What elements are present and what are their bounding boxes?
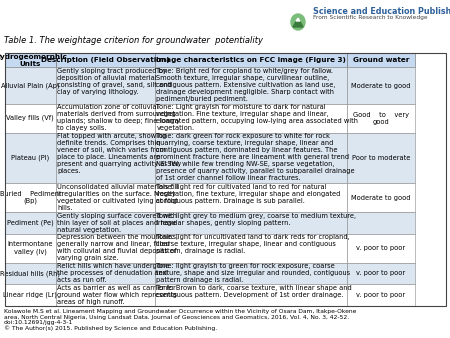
Text: Tone: Light grayish for moisture to dark for natural
vegetation. Fine texture, i: Tone: Light grayish for moisture to dark…: [157, 104, 359, 131]
Text: Depression between the mountains,
generally narrow and linear, filled
with collu: Depression between the mountains, genera…: [57, 235, 178, 262]
Text: area, North Central Nigeria, Using Landsat Data. Journal of Geosciences and Geom: area, North Central Nigeria, Using Lands…: [4, 314, 349, 319]
Text: Tone: light for uncultivated land to dark reds for cropland,
coarse texture, irr: Tone: light for uncultivated land to dar…: [157, 235, 350, 255]
Text: Tone: Brown to dark, coarse texture, with linear shape and
contiguous pattern. D: Tone: Brown to dark, coarse texture, wit…: [157, 285, 352, 298]
Text: Plateau (Pl): Plateau (Pl): [11, 154, 50, 161]
Bar: [5, 104, 56, 132]
Polygon shape: [293, 18, 303, 27]
Bar: [56, 68, 155, 104]
Text: Linear ridge (Lr): Linear ridge (Lr): [4, 292, 57, 298]
Bar: [155, 104, 347, 132]
Bar: [56, 284, 155, 306]
Bar: [155, 53, 347, 68]
Bar: [347, 284, 415, 306]
Bar: [56, 263, 155, 284]
Text: Pediment (Pe): Pediment (Pe): [7, 220, 54, 226]
Text: Image characteristics on FCC image (Figure 3): Image characteristics on FCC image (Figu…: [156, 57, 346, 63]
Bar: [347, 263, 415, 284]
Text: Kolawole M.S et al. Lineament Mapping and Groundwater Occurrence within the Vici: Kolawole M.S et al. Lineament Mapping an…: [4, 309, 356, 314]
Bar: [347, 68, 415, 104]
Text: Hydrogeomorphic
Units: Hydrogeomorphic Units: [0, 54, 67, 67]
Text: Unconsolidated alluvial materials fill
irregularities on the surface. Mostly
veg: Unconsolidated alluvial materials fill i…: [57, 184, 179, 211]
Bar: [5, 53, 56, 68]
Text: Gently sloping surface covered with
thin layer of soil at places and have
natura: Gently sloping surface covered with thin…: [57, 213, 177, 233]
Text: Tone: Bright red for cropland to white/grey for fallow.
Smooth texture, irregula: Tone: Bright red for cropland to white/g…: [157, 68, 336, 102]
Text: Gently sloping tract produced by
deposition of alluvial material
consisting of g: Gently sloping tract produced by deposit…: [57, 68, 172, 95]
Text: Tone: light red for cultivated land to red for natural
vegetation, fine texture,: Tone: light red for cultivated land to r…: [157, 184, 341, 204]
Bar: [5, 212, 56, 234]
Text: v. poor to poor: v. poor to poor: [356, 292, 405, 298]
Text: Alluvial Plain (Ap): Alluvial Plain (Ap): [1, 82, 59, 89]
Bar: [5, 183, 56, 212]
Bar: [155, 183, 347, 212]
Text: Description (Field Observation): Description (Field Observation): [41, 57, 170, 63]
Bar: [347, 234, 415, 263]
Text: © The Author(s) 2015. Published by Science and Education Publishing.: © The Author(s) 2015. Published by Scien…: [4, 325, 217, 331]
Text: Moderate to good: Moderate to good: [351, 195, 411, 200]
Bar: [347, 132, 415, 183]
Bar: [155, 212, 347, 234]
Text: Intermontane
valley (Iv): Intermontane valley (Iv): [8, 241, 53, 255]
Ellipse shape: [291, 14, 305, 30]
Text: Buried    Pediment
(Bp): Buried Pediment (Bp): [0, 191, 61, 204]
Bar: [347, 104, 415, 132]
Bar: [155, 68, 347, 104]
Text: Residual hills (Rh): Residual hills (Rh): [0, 270, 60, 277]
Text: Moderate to good: Moderate to good: [351, 82, 411, 89]
Bar: [5, 284, 56, 306]
Bar: [56, 234, 155, 263]
Text: Acts as barrier as well as carrier for
ground water flow which represents
areas : Acts as barrier as well as carrier for g…: [57, 285, 177, 305]
Bar: [155, 263, 347, 284]
Text: Relict hills which have undergone
the processes of denudation and
acts as run of: Relict hills which have undergone the pr…: [57, 263, 170, 283]
Text: Flat topped with arcute, showing
definite trends. Comprises thin
veneer of soil,: Flat topped with arcute, showing definit…: [57, 133, 181, 174]
Bar: [56, 104, 155, 132]
Bar: [5, 53, 446, 306]
Text: Science and Education Publishing: Science and Education Publishing: [313, 6, 450, 16]
Text: doi:10.12691/jgg-4-3-1: doi:10.12691/jgg-4-3-1: [4, 320, 73, 325]
Text: From Scientific Research to Knowledge: From Scientific Research to Knowledge: [313, 16, 428, 21]
Bar: [5, 68, 56, 104]
Text: Valley fills (Vf): Valley fills (Vf): [6, 115, 54, 121]
Bar: [155, 234, 347, 263]
Text: v. poor to poor: v. poor to poor: [356, 245, 405, 251]
Text: Tone: dark green for rock exposure to white for rock
quarrying, coarse texture, : Tone: dark green for rock exposure to wh…: [157, 133, 355, 181]
Bar: [5, 263, 56, 284]
Text: Ground water: Ground water: [353, 57, 409, 63]
Text: Accumulation zone of colluvial
materials derived from surrounding
uplands; shall: Accumulation zone of colluvial materials…: [57, 104, 180, 131]
Text: v. poor to poor: v. poor to poor: [356, 270, 405, 276]
Bar: [5, 234, 56, 263]
Bar: [56, 212, 155, 234]
Bar: [56, 53, 155, 68]
Text: Good    to    very
good: Good to very good: [353, 112, 409, 125]
Text: Table 1. The weightage criterion for groundwater  potentiality: Table 1. The weightage criterion for gro…: [4, 36, 263, 45]
Bar: [155, 132, 347, 183]
Bar: [155, 284, 347, 306]
Text: Tone: light grey to medium grey, coarse to medium texture,
irregular shapes, gen: Tone: light grey to medium grey, coarse …: [157, 213, 356, 226]
Bar: [347, 53, 415, 68]
Bar: [56, 132, 155, 183]
Bar: [347, 183, 415, 212]
Text: Poor to moderate: Poor to moderate: [352, 155, 410, 161]
Text: Tone: light grayish to green for rock exposure, coarse
texture, shape and size i: Tone: light grayish to green for rock ex…: [157, 263, 351, 283]
Bar: [5, 132, 56, 183]
Bar: [56, 183, 155, 212]
Polygon shape: [296, 18, 300, 21]
Bar: [347, 212, 415, 234]
